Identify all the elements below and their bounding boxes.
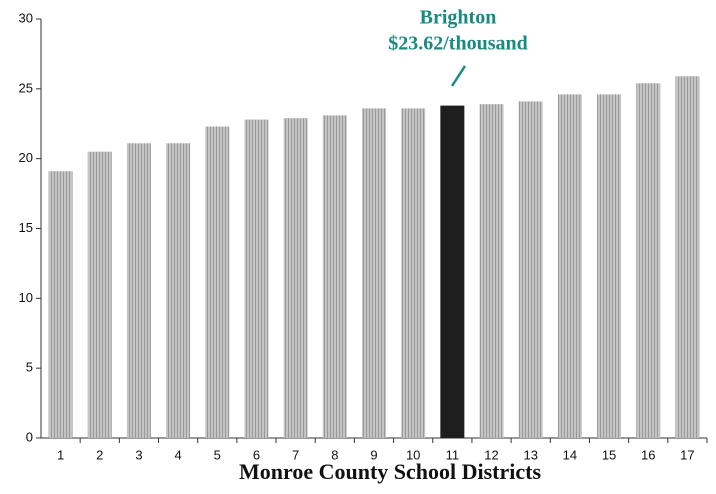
x-tick-label: 10 (406, 447, 420, 462)
bar (479, 104, 504, 439)
y-tick-label: 5 (26, 360, 33, 375)
bar (244, 119, 269, 438)
y-tick-label: 10 (19, 290, 33, 305)
y-tick-label: 15 (19, 220, 33, 235)
bar (205, 126, 230, 438)
x-tick-label: 17 (680, 447, 694, 462)
x-tick-label: 8 (331, 447, 338, 462)
bar (557, 94, 582, 439)
y-tick-label: 20 (19, 150, 33, 165)
x-tick-label: 15 (602, 447, 616, 462)
x-tick-label: 6 (253, 447, 260, 462)
bar (126, 143, 151, 438)
bar (283, 118, 308, 438)
bar (597, 94, 622, 439)
x-tick-label: 1 (57, 447, 64, 462)
bar (87, 151, 112, 438)
y-tick-label: 30 (19, 10, 33, 25)
bar (440, 105, 465, 439)
x-tick-label: 13 (523, 447, 537, 462)
bar (675, 76, 700, 438)
x-axis-label: Monroe County School Districts (239, 459, 542, 484)
bar (166, 143, 191, 438)
annotation: Brighton (420, 7, 497, 29)
y-tick-label: 25 (19, 80, 33, 95)
x-tick-label: 9 (370, 447, 377, 462)
x-tick-label: 14 (563, 447, 577, 462)
bar (322, 115, 347, 439)
annotation-pointer (450, 65, 467, 87)
x-tick-label: 7 (292, 447, 299, 462)
annotation: $23.62/thousand (388, 33, 528, 55)
x-tick-label: 4 (175, 447, 182, 462)
x-tick-label: 11 (446, 447, 460, 462)
bar (518, 101, 543, 439)
bar (401, 108, 426, 439)
x-tick-label: 12 (484, 447, 498, 462)
bar (362, 108, 386, 439)
bar (48, 171, 73, 438)
x-tick-label: 2 (96, 447, 103, 462)
y-tick-label: 0 (26, 429, 33, 444)
x-tick-label: 16 (641, 447, 655, 462)
x-tick-label: 5 (214, 447, 221, 462)
x-tick-label: 3 (135, 447, 142, 462)
bar (636, 83, 661, 438)
